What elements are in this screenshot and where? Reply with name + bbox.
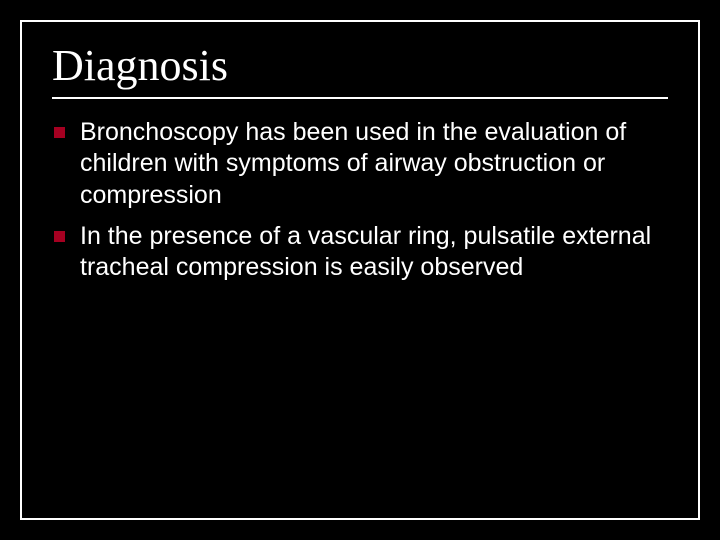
bullet-list: Bronchoscopy has been used in the evalua… [52, 117, 668, 283]
bullet-square-icon [54, 231, 65, 242]
slide-frame: Diagnosis Bronchoscopy has been used in … [20, 20, 700, 520]
bullet-square-icon [54, 127, 65, 138]
list-item: In the presence of a vascular ring, puls… [52, 221, 668, 284]
list-item: Bronchoscopy has been used in the evalua… [52, 117, 668, 211]
slide-title: Diagnosis [52, 40, 668, 97]
title-underline [52, 97, 668, 99]
bullet-text: Bronchoscopy has been used in the evalua… [80, 118, 626, 209]
bullet-text: In the presence of a vascular ring, puls… [80, 222, 651, 281]
